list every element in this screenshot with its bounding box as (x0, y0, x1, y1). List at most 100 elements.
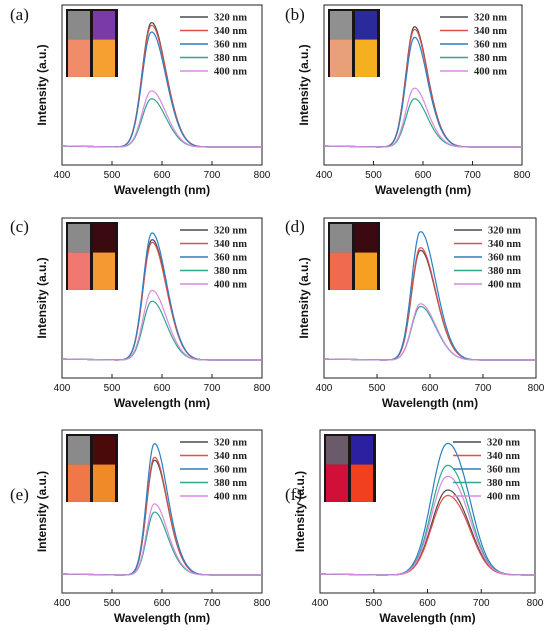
series-line-400-nm (324, 303, 536, 361)
inset-photo (324, 434, 376, 502)
x-axis-label: Wavelength (nm) (382, 396, 478, 410)
chart-panel-e: (e) 400 500 600 700 800 Wavelength (nm) Intensi… (10, 429, 271, 625)
legend-label: 400 nm (474, 67, 507, 78)
legend-label: 340 nm (214, 451, 247, 462)
legend-label: 340 nm (214, 239, 247, 250)
x-tick-label: 800 (254, 383, 271, 394)
x-tick-label: 600 (154, 598, 171, 609)
vial-daylight-top (330, 224, 352, 253)
legend-label: 340 nm (487, 451, 520, 462)
inset-photo (328, 9, 380, 77)
inset-photo (66, 434, 118, 502)
vial-uv-top (93, 11, 115, 40)
vial-uv-top (93, 224, 115, 253)
x-tick-label: 600 (154, 170, 171, 181)
legend-label: 360 nm (487, 465, 520, 476)
vial-daylight-top (68, 224, 90, 253)
x-tick-label: 700 (204, 598, 221, 609)
x-tick-label: 800 (254, 170, 271, 181)
y-axis-label: Intensity (a.u.) (297, 257, 311, 338)
panel-label: (b) (285, 5, 305, 24)
series-line-380-nm (62, 98, 262, 148)
vial-uv-liquid (93, 464, 115, 502)
legend-label: 320 nm (214, 226, 247, 237)
series-line-400-nm (319, 475, 535, 576)
x-tick-label: 400 (316, 170, 333, 181)
y-axis-label: Intensity (a.u.) (35, 44, 49, 125)
x-tick-label: 400 (54, 170, 71, 181)
x-tick-label: 400 (54, 598, 71, 609)
chart-panel-a: (a) 400 500 600 700 800 Wavelength (nm) Intensi… (10, 4, 271, 197)
x-tick-label: 700 (204, 170, 221, 181)
x-tick-label: 800 (528, 383, 545, 394)
y-axis-label: Intensity (a.u.) (297, 44, 311, 125)
panel-label: (c) (10, 217, 29, 236)
x-axis-label: Wavelength (nm) (114, 611, 210, 625)
series-line-380-nm (61, 511, 262, 576)
legend-label: 360 nm (214, 253, 247, 264)
panel-label: (f) (285, 485, 302, 504)
legend-label: 320 nm (214, 13, 247, 24)
legend-label: 320 nm (214, 438, 247, 449)
x-tick-label: 800 (527, 598, 544, 609)
legend-label: 380 nm (214, 53, 247, 64)
legend-label: 400 nm (214, 492, 247, 503)
x-tick-label: 500 (365, 598, 382, 609)
vial-uv-liquid (93, 252, 115, 290)
chart-panel-b: (b) 400 500 600 700 800 Wavelength (nm) Intensi… (285, 4, 531, 197)
legend-label: 360 nm (474, 40, 507, 51)
panel-label: (d) (285, 217, 305, 236)
vial-daylight-liquid (68, 39, 90, 77)
legend-label: 320 nm (488, 226, 521, 237)
chart-panel-c: (c) 400 500 600 700 800 Wavelength (nm) Intensi… (10, 217, 271, 410)
series-line-400-nm (62, 90, 262, 148)
vial-uv-liquid (93, 39, 115, 77)
series-line-400-nm (324, 87, 522, 148)
x-tick-label: 500 (104, 598, 121, 609)
x-tick-label: 500 (104, 170, 121, 181)
vial-uv-top (355, 11, 377, 40)
vial-daylight-liquid (68, 464, 90, 502)
legend-label: 380 nm (474, 53, 507, 64)
vial-uv-top (355, 224, 377, 253)
y-axis-label: Intensity (a.u.) (293, 471, 307, 552)
legend-label: 340 nm (488, 239, 521, 250)
series-line-400-nm (61, 503, 262, 576)
vial-daylight-top (68, 11, 90, 40)
legend-label: 360 nm (488, 253, 521, 264)
legend-label: 380 nm (487, 478, 520, 489)
x-tick-label: 500 (365, 170, 382, 181)
x-tick-label: 700 (204, 383, 221, 394)
chart-panel-f: (f) 400 500 600 700 800 Wavelength (nm) Intensi… (285, 429, 544, 625)
x-tick-label: 400 (312, 598, 329, 609)
x-axis-label: Wavelength (nm) (114, 183, 210, 197)
inset-photo (66, 222, 118, 290)
x-tick-label: 600 (154, 383, 171, 394)
legend-label: 340 nm (474, 26, 507, 37)
x-tick-label: 400 (316, 383, 333, 394)
series-line-380-nm (62, 300, 262, 361)
vial-daylight-liquid (330, 39, 352, 77)
legend-label: 360 nm (214, 40, 247, 51)
x-tick-label: 500 (104, 383, 121, 394)
x-axis-label: Wavelength (nm) (114, 396, 210, 410)
vial-daylight-top (330, 11, 352, 40)
y-axis-label: Intensity (a.u.) (35, 257, 49, 338)
x-tick-label: 500 (369, 383, 386, 394)
vial-uv-liquid (355, 39, 377, 77)
panel-label: (e) (10, 485, 29, 504)
legend-label: 400 nm (488, 280, 521, 291)
vial-uv-liquid (355, 252, 377, 290)
vial-daylight-top (326, 436, 348, 465)
series-line-400-nm (62, 289, 262, 361)
vial-daylight-top (68, 436, 90, 465)
x-axis-label: Wavelength (nm) (379, 611, 475, 625)
x-tick-label: 700 (464, 170, 481, 181)
x-tick-label: 400 (54, 383, 71, 394)
legend-label: 400 nm (214, 280, 247, 291)
x-tick-label: 700 (473, 598, 490, 609)
legend-label: 380 nm (488, 266, 521, 277)
legend-label: 360 nm (214, 465, 247, 476)
y-axis-label: Intensity (a.u.) (35, 471, 49, 552)
